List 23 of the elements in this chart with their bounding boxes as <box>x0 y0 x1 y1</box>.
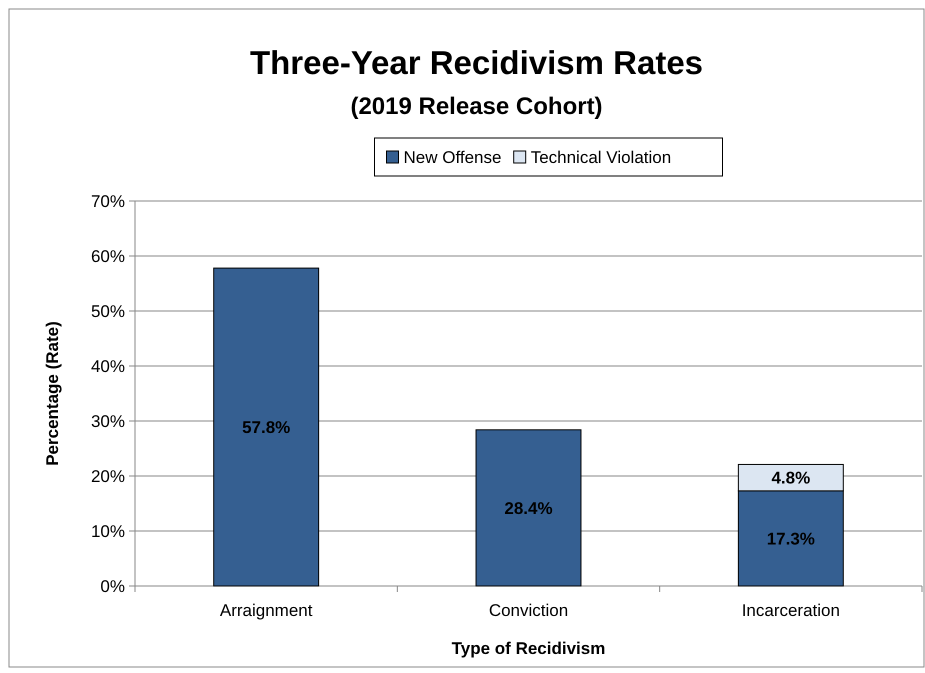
y-tick-label: 70% <box>90 192 125 211</box>
x-tick-label: Conviction <box>488 601 568 620</box>
x-tick-label: Incarceration <box>742 601 840 620</box>
y-tick-label: 40% <box>90 356 125 376</box>
y-tick-label: 50% <box>90 302 125 321</box>
y-tick-label: 10% <box>90 522 125 541</box>
legend-label: Technical Violation <box>530 148 672 167</box>
data-label: 28.4% <box>504 498 553 518</box>
y-tick-label: 0% <box>100 576 125 596</box>
y-tick-label: 60% <box>90 246 125 266</box>
legend-label: New Offense <box>404 148 502 167</box>
chart-title: Three-Year Recidivism Rates <box>250 44 704 81</box>
x-tick-label: Arraignment <box>220 601 313 620</box>
data-label: 4.8% <box>771 468 810 488</box>
y-tick-label: 20% <box>90 466 125 486</box>
bar <box>213 268 320 586</box>
chart-subtitle: (2019 Release Cohort) <box>350 93 603 120</box>
y-axis-title: Percentage (Rate) <box>43 321 62 466</box>
data-label: 57.8% <box>242 418 290 437</box>
x-axis-title: Type of Recidivism <box>452 639 606 658</box>
data-label: 17.3% <box>766 529 815 548</box>
y-tick-label: 30% <box>90 412 125 431</box>
bar <box>476 429 582 586</box>
